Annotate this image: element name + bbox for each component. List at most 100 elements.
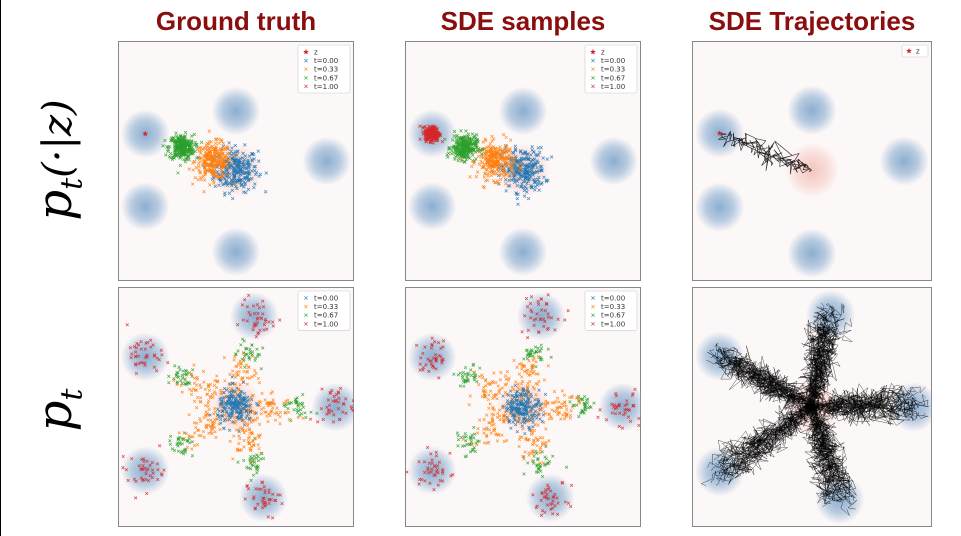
sample-point: [125, 323, 129, 327]
sample-point: [512, 387, 516, 392]
sample-point: [215, 417, 220, 421]
sample-point: [240, 156, 245, 160]
sample-point: [252, 454, 256, 458]
sample-point: [517, 411, 521, 415]
sample-point: [301, 416, 305, 420]
sample-point: [490, 416, 494, 420]
sample-point: [255, 453, 259, 457]
target-mode-blob: [525, 473, 575, 523]
sample-point: [430, 461, 434, 465]
sample-point: [487, 406, 491, 410]
sample-point: [255, 416, 259, 420]
sample-point: [500, 152, 505, 156]
sample-point: [224, 168, 229, 172]
sample-point: [287, 417, 292, 422]
sample-point: [255, 403, 260, 407]
sample-point: [236, 401, 241, 405]
sample-point: [286, 398, 290, 402]
sample-point: [233, 154, 237, 158]
sample-point: [229, 398, 234, 402]
sample-point: [489, 173, 494, 178]
sample-point: [256, 316, 260, 320]
sample-point: [190, 447, 194, 451]
sample-point: [434, 356, 438, 360]
sample-point: [191, 368, 195, 372]
sample-point: [262, 496, 266, 501]
sample-point: [246, 436, 251, 441]
sample-point: [487, 163, 492, 168]
sample-point: [235, 161, 240, 165]
sample-point: [534, 372, 538, 376]
trajectory-line: [809, 394, 905, 424]
sample-point: [529, 185, 534, 190]
sample-point: [235, 158, 239, 162]
sample-point: [252, 311, 257, 316]
sample-point: [191, 161, 195, 165]
sample-point: [178, 368, 182, 372]
row-label-top-tail: (·|z): [34, 99, 81, 178]
sample-point: [462, 150, 466, 155]
sample-point: [469, 368, 473, 372]
sample-point: [513, 380, 518, 384]
sample-point: [223, 417, 227, 421]
sample-point: [529, 412, 533, 417]
sample-point: [229, 411, 233, 415]
sample-point: [225, 388, 229, 392]
sample-point: [234, 399, 238, 403]
sample-point: [539, 469, 543, 473]
sample-point: [295, 396, 299, 400]
trajectory-line: [806, 321, 838, 409]
sample-point: [299, 412, 304, 416]
sample-point: [249, 448, 253, 452]
sample-point: [523, 177, 528, 181]
sample-point: [242, 339, 246, 343]
sample-point: [506, 406, 510, 411]
sample-point: [492, 393, 496, 398]
sample-point: [220, 139, 224, 143]
sample-point: [569, 409, 573, 413]
sample-point: [432, 464, 437, 469]
sample-point: [217, 183, 221, 188]
sample-point: [235, 373, 239, 377]
sample-point: [242, 445, 246, 449]
sample-point: [492, 147, 497, 152]
sample-point: [434, 357, 438, 361]
sample-point: [559, 417, 563, 421]
sample-point: [228, 401, 233, 405]
sample-point: [232, 166, 236, 170]
sample-point: [519, 392, 523, 396]
sample-point: [248, 351, 253, 356]
sample-point: [202, 190, 206, 194]
sample-point: [292, 408, 296, 412]
trajectory-line: [803, 308, 837, 408]
sample-point: [495, 397, 499, 401]
sample-point: [208, 395, 212, 400]
sample-point: [250, 158, 254, 162]
sample-point: [238, 436, 242, 441]
sample-point: [241, 418, 245, 423]
sample-point: [516, 398, 520, 402]
sample-point: [206, 401, 210, 405]
sample-point: [578, 401, 582, 405]
sample-point: [545, 302, 549, 306]
sample-point: [134, 371, 139, 376]
sample-point: [591, 58, 595, 63]
sample-point: [563, 400, 567, 405]
sample-point: [134, 496, 138, 500]
sample-point: [309, 410, 313, 414]
sample-point: [569, 483, 574, 488]
sample-point: [203, 160, 207, 165]
sample-point: [331, 420, 336, 424]
sample-point: [538, 451, 542, 455]
sample-point: [227, 390, 232, 394]
sample-point: [546, 326, 550, 330]
sample-point: [254, 323, 258, 327]
sample-point: [514, 406, 518, 410]
sample-point: [223, 164, 227, 168]
sample-point: [429, 362, 434, 366]
sample-point: [532, 451, 537, 455]
sample-point: [525, 181, 529, 186]
sample-point: [174, 131, 178, 135]
sample-point: [124, 468, 128, 472]
sample-point: [227, 417, 232, 422]
